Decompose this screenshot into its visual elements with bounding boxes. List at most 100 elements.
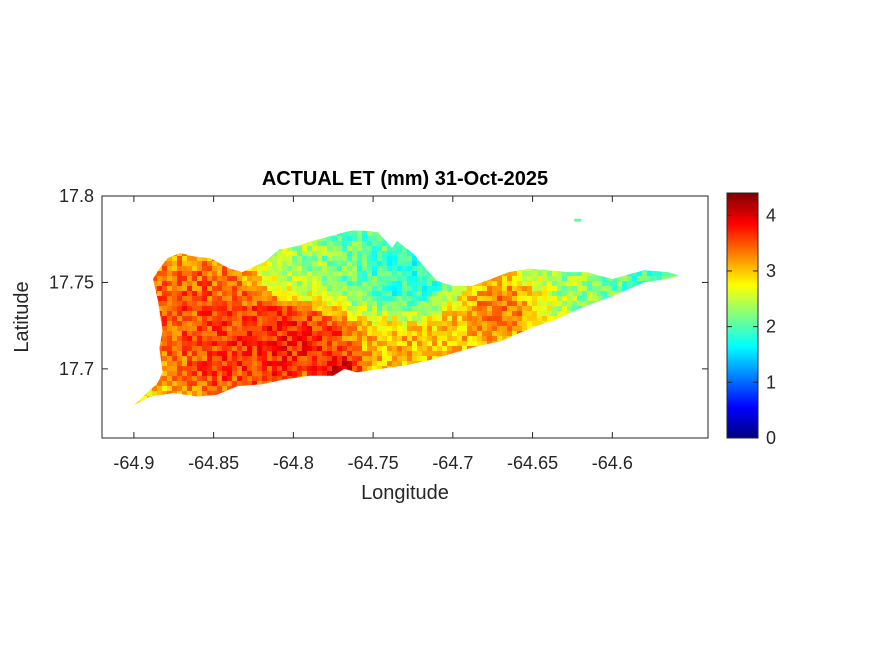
et-cell: [207, 256, 213, 262]
et-cell: [227, 296, 233, 302]
et-cell: [497, 286, 503, 292]
et-cell: [277, 341, 283, 347]
et-cell: [382, 311, 388, 317]
et-cell: [322, 331, 328, 337]
et-cell: [332, 241, 338, 247]
et-cell: [297, 316, 303, 322]
et-cell: [422, 306, 428, 312]
et-cell: [352, 316, 358, 322]
et-cell: [287, 326, 293, 332]
et-cell: [187, 331, 193, 337]
et-cell: [382, 291, 388, 297]
et-cell: [162, 316, 168, 322]
et-cell: [597, 286, 603, 292]
et-cell: [287, 296, 293, 302]
et-cell: [212, 301, 218, 307]
et-cell: [512, 326, 518, 332]
et-cell: [587, 281, 593, 287]
et-cell: [477, 321, 483, 327]
et-cell: [267, 376, 273, 382]
et-cell: [262, 296, 268, 302]
et-cell: [307, 266, 313, 272]
et-cell: [522, 301, 528, 307]
et-cell: [512, 316, 518, 322]
et-cell: [182, 336, 188, 342]
et-cell: [272, 341, 278, 347]
et-cell: [212, 326, 218, 332]
et-cell: [382, 336, 388, 342]
et-cell: [317, 316, 323, 322]
et-cell: [497, 326, 503, 332]
et-cell: [312, 251, 318, 257]
et-cell: [192, 266, 198, 272]
et-cell: [437, 351, 443, 357]
et-cell: [287, 276, 293, 282]
et-cell: [207, 331, 213, 337]
et-cell: [447, 331, 453, 337]
et-cell: [522, 326, 528, 332]
et-cell: [217, 306, 223, 312]
et-cell: [257, 291, 263, 297]
et-cell: [202, 296, 208, 302]
et-cell: [432, 351, 438, 357]
et-cell: [462, 306, 468, 312]
et-cell: [267, 366, 273, 372]
et-cell: [262, 346, 268, 352]
et-cell: [327, 301, 333, 307]
et-cell: [497, 336, 503, 342]
et-cell: [287, 341, 293, 347]
x-tick-label: -64.65: [507, 453, 558, 473]
et-cell: [217, 266, 223, 272]
et-cell: [327, 311, 333, 317]
et-cell: [537, 311, 543, 317]
et-cell: [222, 276, 228, 282]
et-cell: [187, 381, 193, 387]
et-cell: [482, 291, 488, 297]
et-cell: [577, 286, 583, 292]
et-cell: [542, 271, 548, 277]
et-cell: [282, 326, 288, 332]
et-cell: [447, 301, 453, 307]
et-cell: [332, 336, 338, 342]
et-cell: [232, 296, 238, 302]
et-cell: [272, 291, 278, 297]
et-cell: [342, 326, 348, 332]
et-cell: [417, 341, 423, 347]
et-cell: [452, 291, 458, 297]
et-cell: [527, 281, 533, 287]
et-cell: [237, 316, 243, 322]
et-cell: [412, 351, 418, 357]
et-cell: [302, 286, 308, 292]
et-cell: [337, 246, 343, 252]
et-cell: [162, 301, 168, 307]
et-cell: [177, 386, 183, 392]
et-cell: [267, 261, 273, 267]
et-cell: [282, 271, 288, 277]
et-cell: [357, 346, 363, 352]
et-cell: [262, 326, 268, 332]
et-cell: [422, 341, 428, 347]
et-cell: [162, 356, 168, 362]
et-cell: [302, 351, 308, 357]
et-cell: [307, 311, 313, 317]
et-cell: [652, 271, 658, 277]
et-cell: [217, 351, 223, 357]
et-cell: [517, 311, 523, 317]
et-cell: [382, 296, 388, 302]
et-cell: [567, 286, 573, 292]
et-cell: [312, 361, 318, 367]
et-cell: [162, 281, 168, 287]
et-cell: [397, 326, 403, 332]
et-cell: [267, 281, 273, 287]
et-cell: [347, 311, 353, 317]
et-cell: [227, 341, 233, 347]
et-cell: [392, 351, 398, 357]
et-cell: [182, 371, 188, 377]
et-cell: [262, 286, 268, 292]
et-cell: [232, 346, 238, 352]
et-cell: [197, 381, 203, 387]
et-cell: [277, 326, 283, 332]
et-cell: [297, 276, 303, 282]
et-cell: [202, 261, 208, 267]
et-cell: [452, 341, 458, 347]
